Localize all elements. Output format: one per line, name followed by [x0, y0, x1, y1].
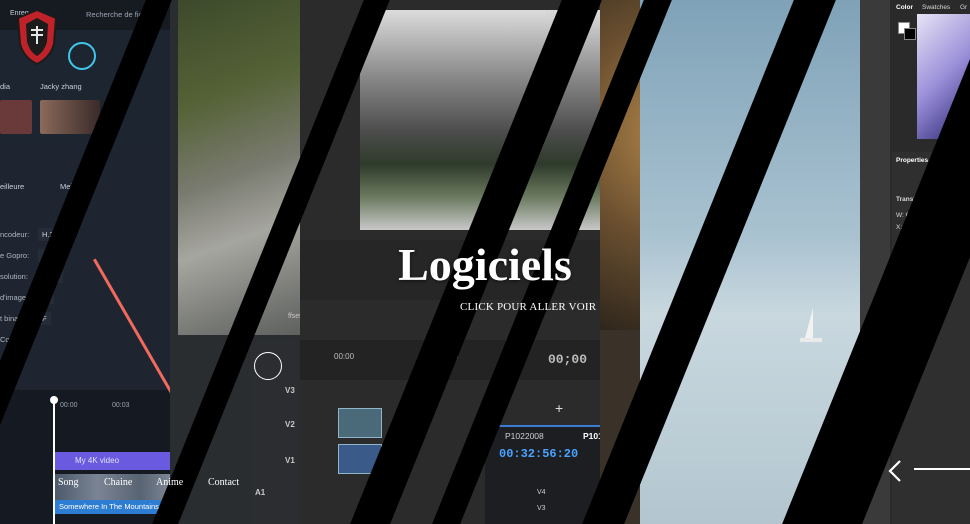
bg-color-swatch[interactable]	[904, 28, 916, 40]
setting-label: e Gopro:	[0, 251, 30, 260]
contact-link[interactable]: Contact	[208, 477, 240, 488]
track-label: V1	[285, 456, 295, 465]
setting-label: ncodeur:	[0, 230, 30, 239]
nav-tag[interactable]: Anime	[156, 477, 184, 488]
knight-shield-logo[interactable]	[14, 8, 60, 66]
search-field: Recherche de fichie	[86, 10, 153, 19]
panel-tab[interactable]: P1022008	[505, 431, 544, 441]
ps-tab[interactable]: Properties	[896, 157, 929, 164]
header-number: 58	[546, 10, 555, 19]
chevron-left-icon[interactable]	[884, 458, 910, 484]
nav-tag[interactable]: Chaine	[104, 477, 133, 488]
quality-option: eilleure	[0, 182, 25, 191]
mini-track: V3	[537, 505, 546, 512]
setting-label: t binaire:	[0, 314, 29, 323]
timecode-mid: 00;00	[548, 352, 588, 367]
playhead	[53, 398, 55, 524]
hero-subtitle[interactable]: CLICK POUR ALLER VOIR	[460, 301, 597, 313]
ps-tab[interactable]: Gr	[960, 4, 968, 11]
timecode-panel: 00:32:56:20	[499, 447, 579, 461]
cursor-circle	[254, 352, 282, 380]
sailboat-icon	[805, 308, 813, 338]
media-label: dia	[0, 82, 11, 91]
track-label: V2	[285, 420, 295, 429]
nav-tag[interactable]: Song	[58, 477, 79, 488]
mini-track: V4	[537, 489, 546, 496]
boat-hull	[800, 338, 822, 342]
sequence-label: ffset	[288, 313, 302, 320]
media-thumbnail	[0, 100, 32, 134]
music-icon	[68, 42, 96, 70]
track-label: V3	[285, 386, 295, 395]
media-label: Jacky zhang	[40, 82, 82, 91]
playhead-handle	[50, 396, 58, 404]
ruler-label: 00:00	[334, 352, 355, 361]
record-dropdown: Enreg	[10, 10, 29, 17]
hero-title: Logiciels	[398, 239, 572, 290]
setting-label: d'images:	[0, 293, 32, 302]
ps-tab[interactable]: Swatches	[922, 4, 951, 11]
timeline-tick: 00:00	[60, 402, 78, 409]
media-thumbnail	[40, 100, 100, 134]
ps-tab[interactable]: Color	[896, 4, 913, 11]
add-icon[interactable]: +	[555, 400, 564, 416]
clip-block	[338, 408, 382, 438]
track-label: A1	[255, 488, 266, 497]
slider-progress-line	[914, 468, 970, 470]
timeline-tick: 00:03	[112, 402, 130, 409]
setting-label: solution:	[0, 272, 28, 281]
